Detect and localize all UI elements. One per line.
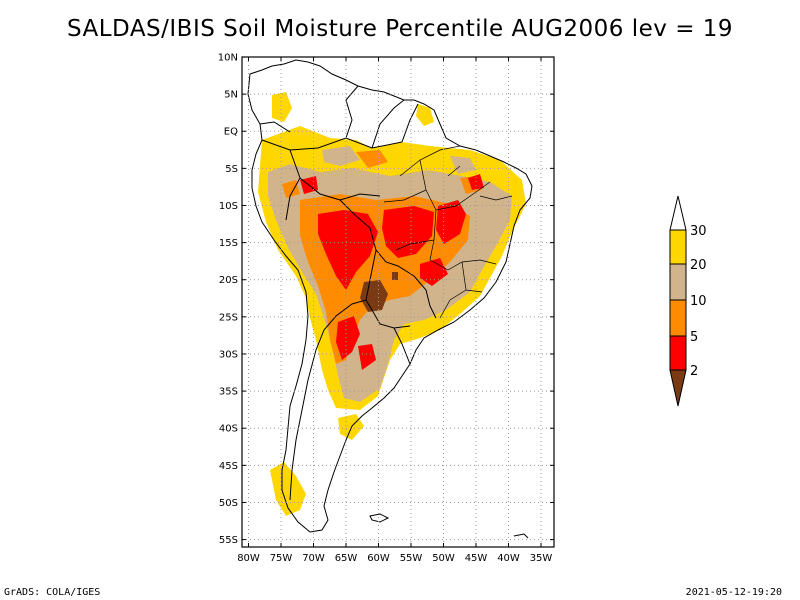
colorbar-labels: 2 5 10 20 30: [690, 224, 707, 379]
lat-label: 30S: [219, 349, 238, 360]
lon-label: 70W: [302, 553, 325, 564]
lat-label: 55S: [219, 535, 238, 546]
lat-label: 10N: [218, 53, 238, 64]
plot-frame: [241, 56, 555, 548]
colorbar-20-30: [669, 229, 687, 265]
lat-label: 10S: [219, 201, 238, 212]
lat-label: 20S: [219, 275, 238, 286]
colorbar-below-2: [669, 369, 687, 407]
longitude-labels: 80W 75W 70W 65W 60W 55W 50W 45W 40W 35W: [237, 553, 552, 564]
lat-label: 25S: [219, 312, 238, 323]
lon-label: 65W: [335, 553, 358, 564]
lon-label: 50W: [432, 553, 455, 564]
colorbar-label: 2: [690, 364, 698, 379]
lat-label: 35S: [219, 387, 238, 398]
lat-label: 45S: [219, 461, 238, 472]
colorbar-5-10: [669, 299, 687, 337]
national-borders: [259, 85, 437, 501]
lat-label: EQ: [224, 127, 238, 138]
colorbar-10-20: [669, 263, 687, 301]
lat-label: 5S: [225, 164, 238, 175]
lon-label: 35W: [530, 553, 553, 564]
lon-label: 45W: [465, 553, 488, 564]
colorbar-above-30: [669, 195, 687, 231]
colorbar-label: 5: [690, 330, 698, 345]
lat-label: 40S: [219, 424, 238, 435]
colorbar: 2 5 10 20 30: [669, 195, 707, 407]
island-marker: [513, 533, 529, 539]
colorbar-label: 30: [690, 224, 707, 239]
colorbar-label: 10: [690, 294, 707, 309]
lat-label: 50S: [219, 498, 238, 509]
map-title: SALDAS/IBIS Soil Moisture Percentile AUG…: [66, 16, 734, 42]
lon-label: 40W: [497, 553, 520, 564]
south-america-coastline: [247, 59, 533, 533]
footer-timestamp: 2021-05-12-19:20: [685, 587, 782, 598]
lon-label: 75W: [270, 553, 293, 564]
brazil-state-borders: [383, 145, 513, 319]
lon-label: 55W: [400, 553, 423, 564]
coastlines-and-borders: [247, 59, 533, 539]
falkland-islands: [369, 513, 390, 523]
footer-credit: GrADS: COLA/IGES: [4, 587, 101, 598]
axis-ticks: [242, 56, 554, 547]
lon-label: 80W: [237, 553, 260, 564]
lat-label: 5N: [224, 90, 238, 101]
colorbar-2-5: [669, 335, 687, 371]
lon-label: 60W: [367, 553, 390, 564]
soil-moisture-field: [258, 92, 526, 516]
colorbar-label: 20: [690, 258, 707, 273]
lat-label: 15S: [219, 238, 238, 249]
latitude-labels: 10N 5N EQ 5S 10S 15S 20S 25S 30S 35S 40S 45S 50S 55S: [218, 53, 238, 547]
